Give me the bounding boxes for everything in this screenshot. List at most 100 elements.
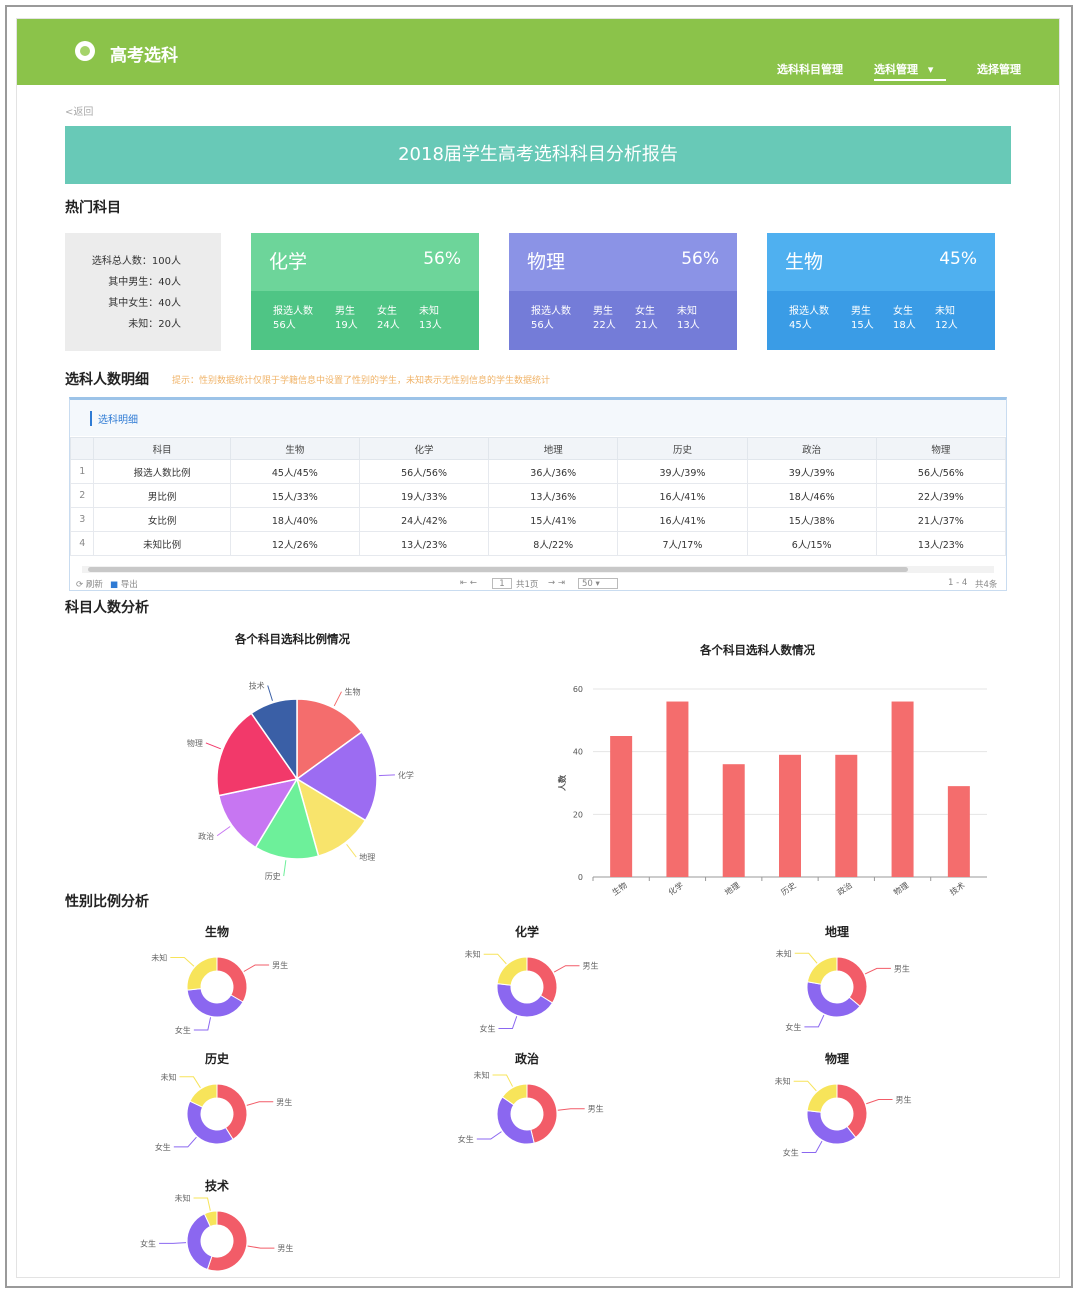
bar[interactable] — [666, 701, 689, 877]
donut-slice-label: 未知 — [775, 1076, 791, 1086]
donut-slice[interactable] — [496, 983, 554, 1018]
card-stat-female: 女生 18人 — [893, 306, 916, 331]
bar[interactable] — [835, 754, 858, 877]
table-cell: 39人/39% — [617, 459, 748, 484]
donut-slice-label: 男生 — [894, 963, 910, 973]
bar[interactable] — [891, 701, 914, 877]
bar[interactable] — [610, 736, 633, 877]
donut-slice-label: 女生 — [175, 1025, 191, 1035]
donut-label-leader — [243, 964, 270, 972]
x-tick-label: 生物 — [610, 880, 629, 897]
donut-slice[interactable] — [186, 1100, 234, 1145]
section-title-subject-analysis: 科目人数分析 — [65, 600, 149, 616]
donut-label-leader — [159, 1242, 187, 1244]
card-subject-name: 化学 — [269, 251, 308, 273]
donut-slice-label: 女生 — [785, 1022, 801, 1032]
column-header[interactable]: 化学 — [358, 437, 490, 460]
scrollbar-thumb[interactable] — [88, 567, 908, 572]
pie-slice-label: 地理 — [359, 852, 375, 862]
pie-label-leader — [378, 774, 395, 777]
page-total: 共1页 — [516, 580, 539, 590]
donut-slice-label: 女生 — [140, 1238, 156, 1248]
export-button[interactable]: ■ 导出 — [110, 580, 138, 590]
donut-slice[interactable] — [806, 956, 838, 985]
page-number-input[interactable]: 1 — [492, 578, 512, 589]
row-number: 3 — [69, 507, 95, 532]
grid-title: 选科明细 — [90, 411, 138, 426]
donut-slice-label: 男生 — [896, 1094, 912, 1104]
donut-label-leader — [476, 1131, 502, 1140]
table-row[interactable]: 3 女比例 18人/40% 24人/42% 15人/41% 16人/41% 15人/38% 2… — [69, 507, 1007, 532]
donut-label-leader — [801, 1140, 823, 1154]
pie-slice[interactable] — [216, 712, 299, 797]
table-cell: 56人/56% — [875, 459, 1007, 484]
nav-item-choice-management[interactable]: 选择管理 — [977, 63, 1021, 76]
column-header[interactable]: 历史 — [617, 437, 748, 460]
donut-slice[interactable] — [203, 1210, 218, 1228]
donut-slice-label: 男生 — [276, 1097, 292, 1107]
donut-slice[interactable] — [206, 1210, 248, 1272]
horizontal-scrollbar[interactable] — [82, 566, 994, 573]
donut-label-leader — [247, 1245, 275, 1249]
donut-slice-label: 未知 — [474, 1070, 490, 1080]
table-row[interactable]: 2 男比例 15人/33% 19人/33% 13人/36% 16人/41% 18人/46% 2… — [69, 483, 1007, 508]
row-label: 未知比例 — [93, 531, 231, 556]
donut-label-leader — [173, 1136, 197, 1148]
bar[interactable] — [722, 764, 745, 877]
row-label: 报选人数比例 — [93, 459, 231, 484]
donut-slice-label: 未知 — [776, 948, 792, 958]
donut-label-leader — [193, 1017, 212, 1031]
pie-slice[interactable] — [296, 698, 363, 781]
donut-slice[interactable] — [836, 956, 868, 1007]
donut-label-leader — [553, 965, 580, 973]
donut-slice[interactable] — [806, 981, 861, 1018]
nav-item-subject-management[interactable]: 选科科目管理 — [777, 63, 843, 76]
column-header[interactable]: 科目 — [93, 437, 231, 460]
x-tick-label: 地理 — [723, 880, 742, 897]
bar[interactable] — [779, 754, 801, 877]
section-title-gender-analysis: 性别比例分析 — [65, 894, 149, 910]
page-size-select[interactable]: 50 ▾ — [578, 578, 618, 589]
back-link[interactable]: <返回 — [65, 107, 94, 118]
pie-slice[interactable] — [295, 777, 367, 857]
table-row[interactable]: 4 未知比例 12人/26% 13人/23% 8人/22% 7人/17% 6人/15% 13人… — [69, 531, 1007, 556]
nav-item-selection-management[interactable]: 选科管理 ▾ — [874, 61, 946, 81]
chevron-down-icon: ▾ — [927, 63, 934, 76]
pie-slice[interactable] — [250, 698, 298, 782]
donut-slice-label: 女生 — [458, 1134, 474, 1144]
donut-label-leader — [483, 953, 507, 965]
pie-slice[interactable] — [295, 730, 378, 822]
donut-slice[interactable] — [836, 1083, 868, 1139]
bar[interactable] — [947, 786, 970, 877]
donut-label-leader — [866, 1098, 893, 1105]
table-cell: 19人/33% — [358, 483, 490, 508]
column-header[interactable] — [69, 437, 95, 460]
table-cell: 13人/36% — [488, 483, 619, 508]
card-subject-name: 生物 — [785, 251, 824, 273]
app-logo-icon — [75, 41, 95, 61]
record-total: 共4条 — [975, 580, 998, 590]
donut-slice[interactable] — [526, 1083, 558, 1144]
x-tick-label: 物理 — [891, 880, 910, 897]
pie-slice[interactable] — [254, 777, 320, 860]
hot-subject-card-physics[interactable]: 物理 56% 报选人数 56人 男生 22人 女生 21人 未知 13人 — [509, 233, 737, 350]
hot-subject-card-chemistry[interactable]: 化学 56% 报选人数 56人 男生 19人 女生 24人 未知 13人 — [251, 233, 479, 350]
donut-slice[interactable] — [501, 1083, 528, 1106]
donut-slice[interactable] — [496, 1096, 535, 1145]
hot-subject-card-biology[interactable]: 生物 45% 报选人数 45人 男生 15人 女生 18人 未知 12人 — [767, 233, 995, 350]
column-header[interactable]: 地理 — [488, 437, 619, 460]
pie-slice[interactable] — [217, 777, 299, 849]
column-header[interactable]: 政治 — [746, 437, 877, 460]
first-page-button[interactable]: ⇤ ← — [460, 578, 477, 588]
column-header[interactable]: 生物 — [229, 437, 360, 460]
table-row[interactable]: 1 报选人数比例 45人/45% 56人/56% 36人/36% 39人/39% 39人/3… — [69, 459, 1007, 484]
donut-slice[interactable] — [496, 956, 528, 986]
donut-slice[interactable] — [189, 1083, 218, 1108]
donut-slice[interactable] — [806, 1083, 838, 1113]
column-header[interactable]: 物理 — [875, 437, 1007, 460]
last-page-button[interactable]: → ⇥ — [548, 578, 565, 588]
donut-slice[interactable] — [186, 956, 218, 991]
card-subject-name: 物理 — [527, 251, 566, 273]
refresh-button[interactable]: ⟳ 刷新 — [76, 580, 103, 590]
